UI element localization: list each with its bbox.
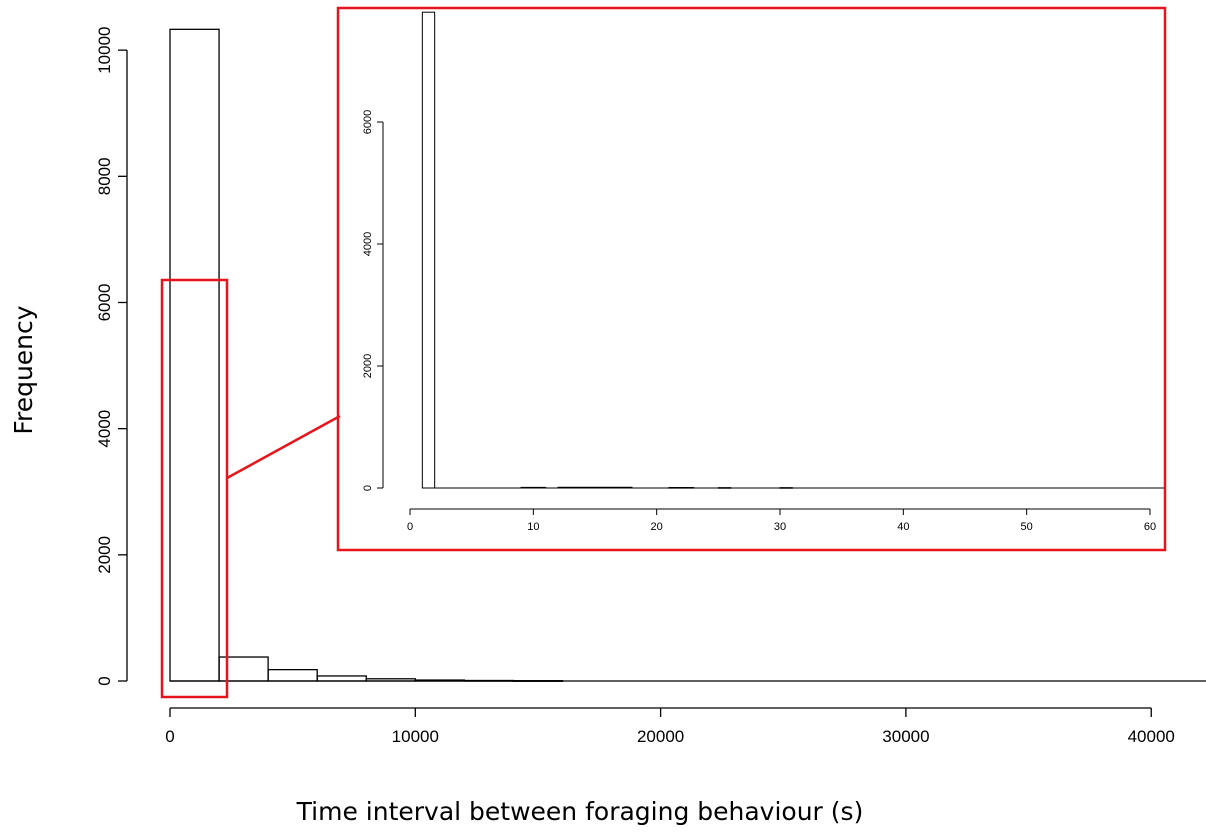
main-bar-3 (316, 675, 367, 682)
main-y-tick-label: 2000 (95, 536, 114, 574)
main-bar-0 (169, 28, 220, 682)
main-y-tick-label: 4000 (95, 410, 114, 448)
inset-x-tick-label: 30 (774, 521, 786, 533)
inset-frame (336, 6, 1167, 552)
main-x-tick-label: 0 (165, 727, 174, 746)
inset-x-tick-label: 20 (651, 521, 663, 533)
main-x-tick-label: 40000 (1128, 727, 1175, 746)
zoom-highlight (160, 6, 1167, 699)
inset-histogram: 0 10 20 30 40 50 60 0 2000 4000 6000 (362, 11, 1165, 533)
main-y-tick-label: 10000 (95, 27, 114, 74)
main-y-tick-label: 8000 (95, 157, 114, 195)
main-y-tick-label: 6000 (95, 284, 114, 322)
y-axis-title: Frequency (9, 305, 38, 434)
main-bar-2 (267, 668, 318, 682)
inset-y-tick-label: 4000 (362, 232, 374, 256)
inset-x-tick-label: 10 (527, 521, 539, 533)
main-x-tick-label: 10000 (392, 727, 439, 746)
main-x-tick-label: 20000 (637, 727, 684, 746)
inset-y-tick-label: 2000 (362, 354, 374, 378)
inset-x-tick-label: 0 (407, 521, 413, 533)
main-x-tick-label: 30000 (882, 727, 929, 746)
main-histogram: 0 10000 20000 30000 400000200040006000800010… (95, 27, 1206, 746)
inset-x-tick-label: 50 (1021, 521, 1033, 533)
inset-y-tick-label: 0 (362, 485, 374, 491)
zoom-source-box (160, 278, 229, 699)
inset-x-tick-label: 40 (897, 521, 909, 533)
main-y-tick-label: 0 (95, 676, 114, 685)
inset-y-tick-label: 6000 (362, 110, 374, 134)
inset-bar-0 (421, 11, 436, 489)
x-axis-title: Time interval between foraging behaviour… (296, 797, 864, 826)
zoom-connector-line (226, 414, 341, 480)
inset-x-tick-label: 60 (1144, 521, 1156, 533)
